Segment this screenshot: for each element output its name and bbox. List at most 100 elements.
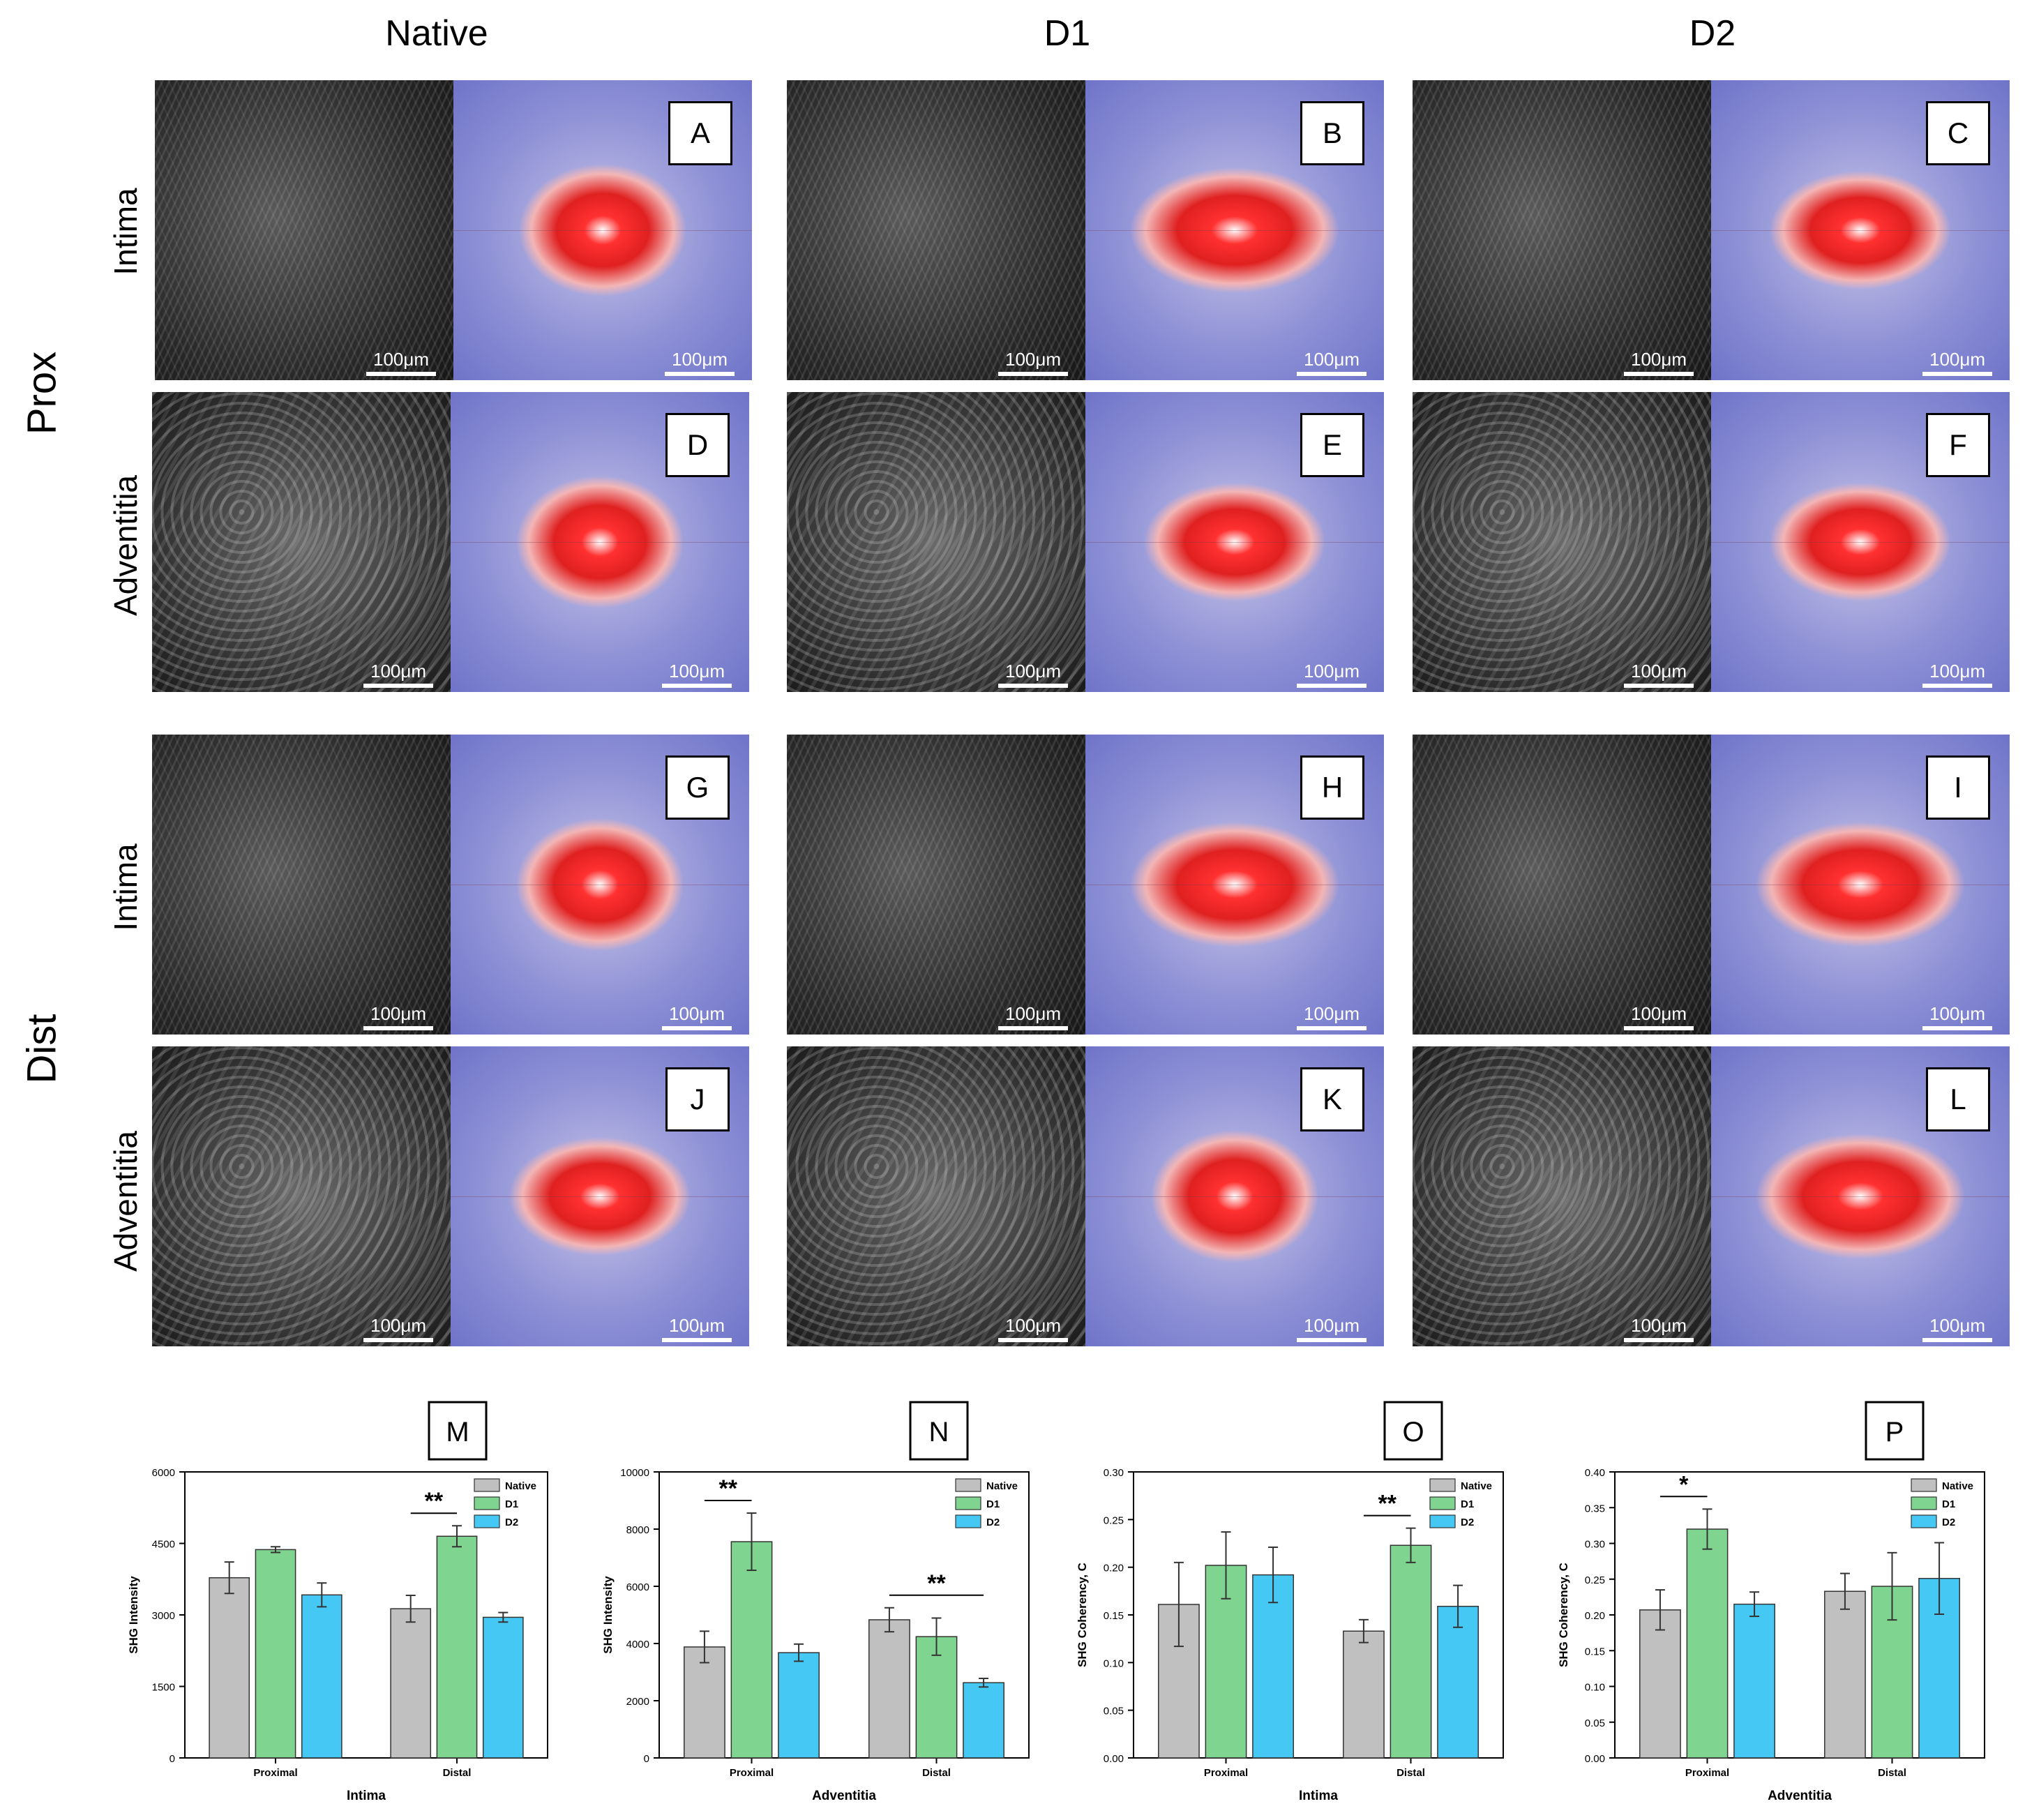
- y-axis-label: SHG Coherency, C: [1076, 1563, 1089, 1667]
- scale-bar-line: [366, 372, 436, 376]
- x-tick-label: Proximal: [253, 1767, 297, 1779]
- bar-d2: [1733, 1603, 1775, 1759]
- scale-bar: 100μm: [1919, 349, 1996, 376]
- scale-bar-label: 100μm: [1929, 1003, 1986, 1024]
- scale-bar-label: 100μm: [370, 1315, 427, 1336]
- bar-d1: [255, 1549, 296, 1759]
- layer-label-intima-prox: Intima: [107, 188, 144, 276]
- x-tick-label: Distal: [1397, 1767, 1425, 1779]
- scale-bar-label: 100μm: [1630, 1003, 1687, 1024]
- y-tick-label: 0: [644, 1753, 649, 1765]
- y-tick-label: 0.05: [1104, 1706, 1124, 1717]
- bar-d1: [436, 1535, 478, 1759]
- panel-letter: G: [665, 755, 730, 820]
- scale-bar-label: 100μm: [1929, 661, 1986, 682]
- panel-letter: H: [1300, 755, 1364, 820]
- scale-bar-line: [662, 684, 732, 688]
- column-title-d2: D2: [1689, 13, 1736, 54]
- y-tick-label: 0.25: [1104, 1514, 1124, 1526]
- image-panel-f: F 100μm 100μm: [1413, 392, 2010, 692]
- shg-image: [152, 735, 451, 1035]
- bar-chart-p: P 0.00 0.05 0.10 0.15 0.20 0.25 0.30 0.35 0.40 SHG…: [1557, 1401, 1985, 1803]
- significance-marker: **: [1378, 1491, 1397, 1517]
- scale-bar-line: [1624, 1026, 1694, 1030]
- y-tick-label: 0.20: [1585, 1610, 1605, 1622]
- image-panel-i: I 100μm 100μm: [1413, 735, 2010, 1035]
- scale-bar-line: [998, 684, 1068, 688]
- scale-bar-line: [665, 372, 735, 376]
- scale-bar: 100μm: [1620, 349, 1697, 376]
- y-tick-label: 0.35: [1585, 1503, 1605, 1514]
- bar-native: [684, 1646, 725, 1759]
- scale-bar: 100μm: [360, 1003, 437, 1030]
- image-panel-d: D 100μm 100μm: [152, 392, 749, 692]
- legend-swatch: [474, 1514, 500, 1528]
- panel-letter-box: [428, 1401, 488, 1461]
- legend-label: D1: [1942, 1498, 1955, 1510]
- scale-bar-line: [363, 684, 433, 688]
- y-tick-label: 8000: [626, 1524, 649, 1536]
- image-panel-b: B 100μm 100μm: [787, 80, 1384, 380]
- panel-letter: F: [1926, 413, 1990, 477]
- row-title-dist: Dist: [19, 1014, 65, 1084]
- bar-d1: [1686, 1528, 1729, 1759]
- legend-label: Native: [1461, 1480, 1492, 1492]
- legend-swatch: [1429, 1514, 1456, 1528]
- scale-bar-label: 100μm: [1303, 1315, 1360, 1336]
- legend-label: D2: [1461, 1517, 1474, 1528]
- panel-letter: I: [1926, 755, 1990, 820]
- layer-label-adventitia-prox: Adventitia: [107, 475, 144, 617]
- shg-image: [155, 80, 453, 380]
- shg-image: [1413, 1046, 1711, 1346]
- scale-bar-line: [998, 372, 1068, 376]
- image-panel-a: A 100μm 100μm: [155, 80, 752, 380]
- scale-bar-line: [662, 1338, 732, 1342]
- plot-frame: [658, 1471, 1030, 1759]
- legend-label: D2: [986, 1517, 1000, 1528]
- scale-bar-line: [1922, 372, 1992, 376]
- panel-letter: P: [1885, 1417, 1904, 1447]
- shg-image: [152, 392, 451, 692]
- image-panel-h: H 100μm 100μm: [787, 735, 1384, 1035]
- bar-chart-n: N 0 2000 4000 6000 8000 10000 SHG Intensity Adve…: [601, 1401, 1030, 1803]
- scale-bar: 100μm: [1919, 661, 1996, 688]
- legend-swatch: [955, 1478, 981, 1492]
- panel-letter: N: [929, 1417, 949, 1447]
- scale-bar-line: [1922, 1338, 1992, 1342]
- x-tick-label: Proximal: [1685, 1767, 1729, 1779]
- panel-letter: B: [1300, 101, 1364, 165]
- image-panel-g: G 100μm 100μm: [152, 735, 749, 1035]
- scale-bar-label: 100μm: [1303, 1003, 1360, 1024]
- bar-d1: [1390, 1544, 1432, 1759]
- y-tick-label: 0.40: [1585, 1467, 1605, 1479]
- scale-bar-line: [1297, 1026, 1367, 1030]
- scale-bar-label: 100μm: [1929, 1315, 1986, 1336]
- scale-bar-label: 100μm: [671, 349, 728, 370]
- scale-bar-label: 100μm: [370, 1003, 427, 1024]
- legend-label: D2: [505, 1517, 518, 1528]
- image-panel-e: E 100μm 100μm: [787, 392, 1384, 692]
- fft-axis-line: [1711, 1196, 2010, 1197]
- x-axis-label: Intima: [1299, 1789, 1338, 1803]
- scale-bar: 100μm: [1620, 661, 1697, 688]
- scale-bar-line: [998, 1338, 1068, 1342]
- image-panel-l: L 100μm 100μm: [1413, 1046, 2010, 1346]
- scale-bar-label: 100μm: [1630, 1315, 1687, 1336]
- image-panel-j: J 100μm 100μm: [152, 1046, 749, 1346]
- panel-letter: M: [446, 1417, 469, 1447]
- x-axis-label: Adventitia: [812, 1789, 876, 1803]
- bar-d1: [915, 1636, 958, 1759]
- bar-d2: [1252, 1574, 1294, 1759]
- scale-bar-line: [998, 1026, 1068, 1030]
- bar-native: [1343, 1630, 1385, 1759]
- scale-bar: 100μm: [363, 349, 439, 376]
- shg-image: [787, 392, 1085, 692]
- scale-bar-line: [1922, 684, 1992, 688]
- scale-bar: 100μm: [360, 1315, 437, 1342]
- scale-bar: 100μm: [995, 1315, 1071, 1342]
- legend-label: Native: [1942, 1480, 1973, 1492]
- scale-bar-line: [1297, 1338, 1367, 1342]
- fft-axis-line: [453, 230, 752, 231]
- y-tick-label: 0.20: [1104, 1563, 1124, 1574]
- significance-marker: **: [927, 1570, 946, 1597]
